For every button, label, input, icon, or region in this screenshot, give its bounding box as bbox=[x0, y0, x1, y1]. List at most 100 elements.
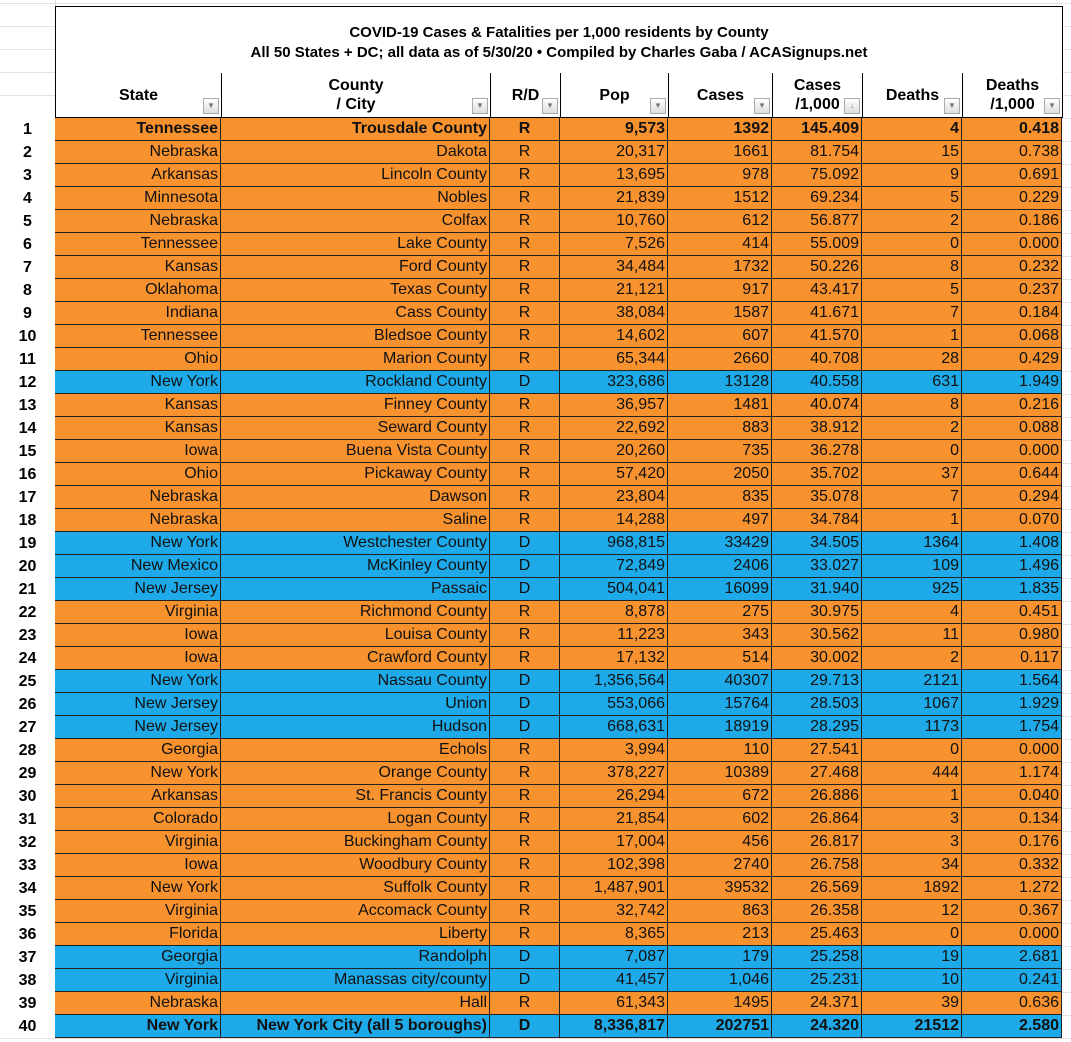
cell-county[interactable]: Colfax bbox=[221, 210, 490, 233]
cell-cases-per-1000[interactable]: 36.278 bbox=[772, 440, 862, 463]
cell-deaths-per-1000[interactable]: 0.117 bbox=[962, 647, 1062, 670]
cell-state[interactable]: Tennessee bbox=[55, 118, 221, 141]
cell-pop[interactable]: 11,223 bbox=[560, 624, 668, 647]
cell-cases[interactable]: 672 bbox=[668, 785, 772, 808]
cell-pop[interactable]: 26,294 bbox=[560, 785, 668, 808]
row-number[interactable]: 17 bbox=[0, 486, 55, 509]
header-deaths[interactable]: Deaths ▼ bbox=[863, 73, 963, 118]
cell-deaths[interactable]: 2121 bbox=[862, 670, 962, 693]
cell-county[interactable]: Seward County bbox=[221, 417, 490, 440]
row-number[interactable]: 7 bbox=[0, 256, 55, 279]
cell-cases-per-1000[interactable]: 29.713 bbox=[772, 670, 862, 693]
row-number[interactable]: 2 bbox=[0, 141, 55, 164]
row-number[interactable]: 30 bbox=[0, 785, 55, 808]
cell-pop[interactable]: 102,398 bbox=[560, 854, 668, 877]
cell-deaths-per-1000[interactable]: 0.738 bbox=[962, 141, 1062, 164]
cell-deaths[interactable]: 3 bbox=[862, 831, 962, 854]
cell-pop[interactable]: 668,631 bbox=[560, 716, 668, 739]
row-number[interactable]: 22 bbox=[0, 601, 55, 624]
cell-county[interactable]: Texas County bbox=[221, 279, 490, 302]
cell-party[interactable]: R bbox=[490, 233, 560, 256]
cell-deaths[interactable]: 0 bbox=[862, 739, 962, 762]
cell-party[interactable]: R bbox=[490, 785, 560, 808]
cell-state[interactable]: Nebraska bbox=[55, 141, 221, 164]
cell-cases-per-1000[interactable]: 75.092 bbox=[772, 164, 862, 187]
cell-pop[interactable]: 34,484 bbox=[560, 256, 668, 279]
cell-pop[interactable]: 38,084 bbox=[560, 302, 668, 325]
cell-state[interactable]: Virginia bbox=[55, 969, 221, 992]
cell-pop[interactable]: 20,317 bbox=[560, 141, 668, 164]
cell-pop[interactable]: 378,227 bbox=[560, 762, 668, 785]
cell-pop[interactable]: 8,878 bbox=[560, 601, 668, 624]
cell-county[interactable]: Orange County bbox=[221, 762, 490, 785]
cell-deaths[interactable]: 34 bbox=[862, 854, 962, 877]
cell-cases-per-1000[interactable]: 26.569 bbox=[772, 877, 862, 900]
cell-pop[interactable]: 21,854 bbox=[560, 808, 668, 831]
row-number[interactable]: 1 bbox=[0, 118, 55, 141]
cell-party[interactable]: R bbox=[490, 601, 560, 624]
cell-deaths-per-1000[interactable]: 2.681 bbox=[962, 946, 1062, 969]
row-number[interactable]: 26 bbox=[0, 693, 55, 716]
cell-party[interactable]: D bbox=[490, 1015, 560, 1038]
cell-deaths-per-1000[interactable]: 0.237 bbox=[962, 279, 1062, 302]
cell-state[interactable]: New Mexico bbox=[55, 555, 221, 578]
cell-state[interactable]: Virginia bbox=[55, 831, 221, 854]
cell-pop[interactable]: 553,066 bbox=[560, 693, 668, 716]
cell-county[interactable]: Ford County bbox=[221, 256, 490, 279]
cell-deaths-per-1000[interactable]: 1.949 bbox=[962, 371, 1062, 394]
row-number[interactable]: 16 bbox=[0, 463, 55, 486]
cell-state[interactable]: Minnesota bbox=[55, 187, 221, 210]
cell-party[interactable]: R bbox=[490, 256, 560, 279]
row-number[interactable]: 31 bbox=[0, 808, 55, 831]
cell-deaths[interactable]: 3 bbox=[862, 808, 962, 831]
cell-deaths-per-1000[interactable]: 0.429 bbox=[962, 348, 1062, 371]
cell-cases-per-1000[interactable]: 24.371 bbox=[772, 992, 862, 1015]
cell-cases-per-1000[interactable]: 25.463 bbox=[772, 923, 862, 946]
cell-deaths-per-1000[interactable]: 0.068 bbox=[962, 325, 1062, 348]
cell-deaths[interactable]: 8 bbox=[862, 256, 962, 279]
row-number[interactable]: 14 bbox=[0, 417, 55, 440]
cell-cases-per-1000[interactable]: 30.975 bbox=[772, 601, 862, 624]
cell-county[interactable]: Cass County bbox=[221, 302, 490, 325]
cell-county[interactable]: Dawson bbox=[221, 486, 490, 509]
cell-party[interactable]: R bbox=[490, 992, 560, 1015]
cell-cases-per-1000[interactable]: 26.758 bbox=[772, 854, 862, 877]
cell-party[interactable]: R bbox=[490, 187, 560, 210]
cell-cases[interactable]: 110 bbox=[668, 739, 772, 762]
row-number[interactable]: 12 bbox=[0, 371, 55, 394]
cell-deaths-per-1000[interactable]: 0.241 bbox=[962, 969, 1062, 992]
cell-cases[interactable]: 612 bbox=[668, 210, 772, 233]
cell-deaths[interactable]: 5 bbox=[862, 187, 962, 210]
cell-deaths-per-1000[interactable]: 1.754 bbox=[962, 716, 1062, 739]
cell-cases[interactable]: 1495 bbox=[668, 992, 772, 1015]
cell-deaths-per-1000[interactable]: 0.000 bbox=[962, 440, 1062, 463]
cell-cases[interactable]: 1392 bbox=[668, 118, 772, 141]
cell-deaths[interactable]: 10 bbox=[862, 969, 962, 992]
cell-party[interactable]: R bbox=[490, 417, 560, 440]
cell-cases[interactable]: 1512 bbox=[668, 187, 772, 210]
cell-state[interactable]: Florida bbox=[55, 923, 221, 946]
cell-cases-per-1000[interactable]: 145.409 bbox=[772, 118, 862, 141]
cell-state[interactable]: New York bbox=[55, 877, 221, 900]
cell-deaths-per-1000[interactable]: 1.835 bbox=[962, 578, 1062, 601]
cell-state[interactable]: New York bbox=[55, 762, 221, 785]
cell-cases[interactable]: 1732 bbox=[668, 256, 772, 279]
header-party[interactable]: R/D ▼ bbox=[491, 73, 561, 118]
row-number[interactable]: 18 bbox=[0, 509, 55, 532]
row-number[interactable]: 34 bbox=[0, 877, 55, 900]
cell-cases-per-1000[interactable]: 40.708 bbox=[772, 348, 862, 371]
cell-deaths-per-1000[interactable]: 1.496 bbox=[962, 555, 1062, 578]
cell-deaths[interactable]: 0 bbox=[862, 440, 962, 463]
cell-county[interactable]: Crawford County bbox=[221, 647, 490, 670]
cell-deaths[interactable]: 109 bbox=[862, 555, 962, 578]
cell-party[interactable]: D bbox=[490, 555, 560, 578]
cell-cases-per-1000[interactable]: 40.558 bbox=[772, 371, 862, 394]
cell-cases[interactable]: 343 bbox=[668, 624, 772, 647]
header-county[interactable]: County / City ▼ bbox=[222, 73, 491, 118]
cell-cases[interactable]: 735 bbox=[668, 440, 772, 463]
row-number[interactable]: 20 bbox=[0, 555, 55, 578]
cell-deaths[interactable]: 0 bbox=[862, 233, 962, 256]
cell-cases-per-1000[interactable]: 69.234 bbox=[772, 187, 862, 210]
cell-party[interactable]: R bbox=[490, 463, 560, 486]
cell-state[interactable]: Oklahoma bbox=[55, 279, 221, 302]
